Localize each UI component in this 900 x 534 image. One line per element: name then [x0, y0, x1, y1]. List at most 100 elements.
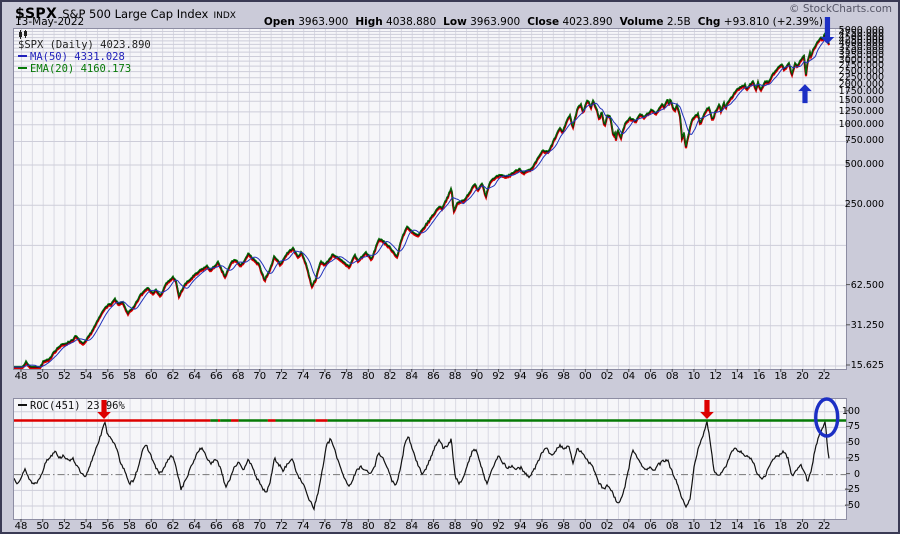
legend-roc: ROC(451) 23.96%	[18, 400, 125, 412]
roc-y-axis-label: -50	[844, 500, 860, 512]
x-axis-year-label: 96	[535, 521, 549, 532]
x-axis-year-label: 02	[600, 521, 614, 532]
x-axis-year-label: 86	[427, 521, 440, 532]
price-chart-svg	[14, 29, 846, 369]
legend-spx: $SPX (Daily) 4023.890	[18, 30, 151, 51]
chart-date: 13-May-2022	[15, 16, 85, 28]
x-axis-year-label: 20	[796, 521, 809, 532]
price-panel: $SPX (Daily) 4023.890 MA(50) 4331.028 EM…	[13, 28, 847, 370]
chart-header: $SPX S&P 500 Large Cap Index INDX	[15, 3, 236, 22]
x-axis-year-label: 84	[405, 371, 419, 382]
legend-ema20: EMA(20) 4160.173	[18, 63, 151, 75]
x-axis-year-label: 48	[14, 521, 28, 532]
price-y-axis-label: 4000.000	[838, 38, 884, 50]
price-y-axis-label: 15.625	[850, 360, 884, 371]
price-y-axis-label: 4500.000	[838, 31, 884, 43]
roc-y-axis-label: 100	[841, 405, 860, 417]
x-axis-year-label: 16	[752, 371, 766, 382]
x-axis-year-label: 08	[665, 521, 679, 532]
x-axis-year-label: 74	[296, 371, 310, 382]
x-axis-year-label: 84	[405, 521, 419, 532]
x-axis-year-label: 04	[622, 371, 636, 382]
quote-label: Open	[263, 16, 295, 28]
x-axis-year-label: 14	[730, 521, 744, 532]
quote-value: 4023.890	[559, 16, 613, 28]
legend-ma50: MA(50) 4331.028	[18, 51, 151, 63]
price-y-axis-label: 3000.000	[838, 55, 884, 67]
price-y-axis-label: 2000.000	[838, 78, 884, 90]
index-title: S&P 500 Large Cap Index	[62, 7, 209, 21]
stockcharts-copyright: © StockCharts.com	[789, 3, 892, 15]
price-y-axis-label: 2750.000	[838, 60, 884, 72]
x-axis-year-label: 90	[470, 521, 484, 532]
x-axis-year-label: 16	[752, 521, 766, 532]
x-axis-year-label: 68	[231, 521, 245, 532]
x-axis-year-label: 60	[144, 521, 158, 532]
quote-label: Chg	[697, 16, 721, 28]
x-axis-year-label: 62	[166, 371, 180, 382]
price-y-axis-label: 2500.000	[838, 65, 884, 77]
x-axis-year-label: 70	[253, 521, 267, 532]
x-axis-year-label: 98	[557, 521, 571, 532]
roc-line	[14, 419, 830, 512]
quote-label: Volume	[619, 16, 664, 28]
x-axis-year-label: 76	[318, 371, 332, 382]
price-y-axis-label: 1750.000	[838, 86, 884, 98]
price-y-axis-label: 3750.000	[838, 42, 884, 54]
legend-spx-label: $SPX (Daily) 4023.890	[18, 39, 151, 51]
price-y-axis-label: 1000.000	[838, 118, 884, 130]
roc-legend: ROC(451) 23.96%	[18, 400, 125, 412]
price-y-axis-label: 4250.000	[838, 34, 884, 46]
price-legend: $SPX (Daily) 4023.890 MA(50) 4331.028 EM…	[18, 30, 151, 75]
roc-line-sample	[18, 403, 27, 407]
x-axis-year-label: 62	[166, 521, 180, 532]
x-axis-year-label: 80	[361, 521, 375, 532]
x-axis-year-label: 22	[817, 371, 831, 382]
quote-value: 2.5B	[663, 16, 691, 28]
x-axis-year-label: 92	[492, 521, 505, 532]
x-axis-year-label: 96	[535, 371, 549, 382]
roc-y-axis-label: 75	[847, 421, 860, 433]
price-y-axis-label: 2250.000	[838, 71, 884, 83]
x-axis-year-label: 72	[275, 521, 288, 532]
x-axis-year-label: 82	[383, 371, 397, 382]
roc-y-axis-label: 0	[853, 468, 860, 480]
x-axis-year-label: 10	[687, 521, 701, 532]
x-axis-year-label: 92	[492, 371, 505, 382]
price-y-axis-label: 4750.000	[838, 28, 884, 40]
quote-value: 3963.900	[466, 16, 521, 28]
symbol: $SPX	[15, 6, 58, 22]
x-axis-year-label: 66	[209, 521, 223, 532]
price-y-axis-label: 3500.000	[838, 46, 884, 58]
price-y-axis-label: 5000.000	[838, 25, 884, 37]
x-axis-year-label: 58	[123, 371, 136, 382]
x-axis-year-label: 78	[340, 521, 353, 532]
quote-value: 4038.880	[382, 16, 437, 28]
x-axis-year-label: 50	[36, 371, 50, 382]
x-axis-year-label: 80	[361, 371, 375, 382]
x-axis-year-label: 02	[600, 371, 614, 382]
x-axis-year-label: 76	[318, 521, 332, 532]
roc-y-axis-label: 25	[847, 452, 860, 464]
x-axis-year-label: 72	[275, 371, 288, 382]
x-axis-year-label: 12	[709, 521, 723, 532]
x-axis-year-label: 56	[101, 371, 115, 382]
x-axis-year-label: 18	[774, 371, 788, 382]
x-axis-year-label: 08	[665, 371, 679, 382]
x-axis-year-label: 00	[579, 521, 592, 532]
x-axis-year-label: 78	[340, 371, 353, 382]
roc-chart-svg	[14, 399, 846, 519]
x-axis-year-label: 20	[796, 371, 809, 382]
price-y-axis-label: 31.250	[850, 319, 884, 331]
x-axis-year-label: 00	[579, 371, 592, 382]
x-axis-year-label: 70	[253, 371, 267, 382]
x-axis-year-label: 66	[209, 371, 223, 382]
x-axis-year-label: 50	[36, 521, 50, 532]
quote-label: Low	[443, 16, 467, 28]
exchange-tag: INDX	[213, 11, 236, 21]
x-axis-year-label: 14	[730, 371, 744, 382]
x-axis-year-label: 54	[79, 371, 93, 382]
x-axis-year-label: 90	[470, 371, 484, 382]
price-y-axis-label: 500.000	[844, 159, 884, 170]
